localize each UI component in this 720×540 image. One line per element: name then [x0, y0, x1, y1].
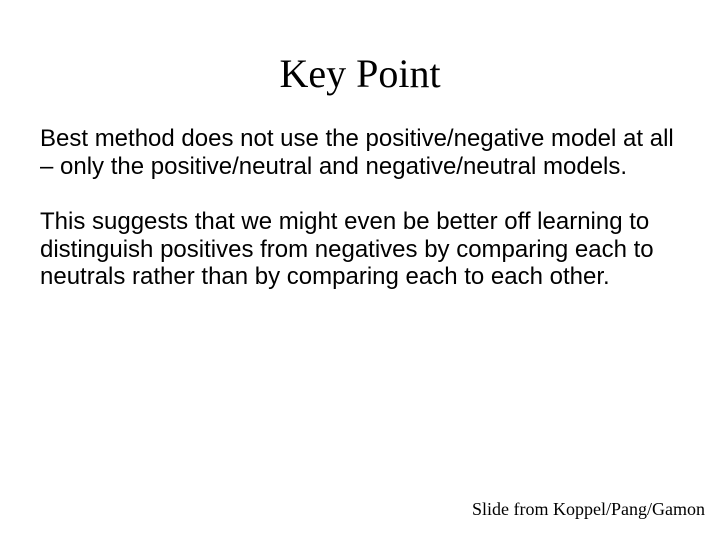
- slide-attribution: Slide from Koppel/Pang/Gamon: [472, 499, 705, 520]
- paragraph-1: Best method does not use the positive/ne…: [40, 125, 680, 180]
- slide-container: Key Point Best method does not use the p…: [0, 0, 720, 540]
- paragraph-2: This suggests that we might even be bett…: [40, 208, 680, 291]
- slide-title: Key Point: [40, 50, 680, 97]
